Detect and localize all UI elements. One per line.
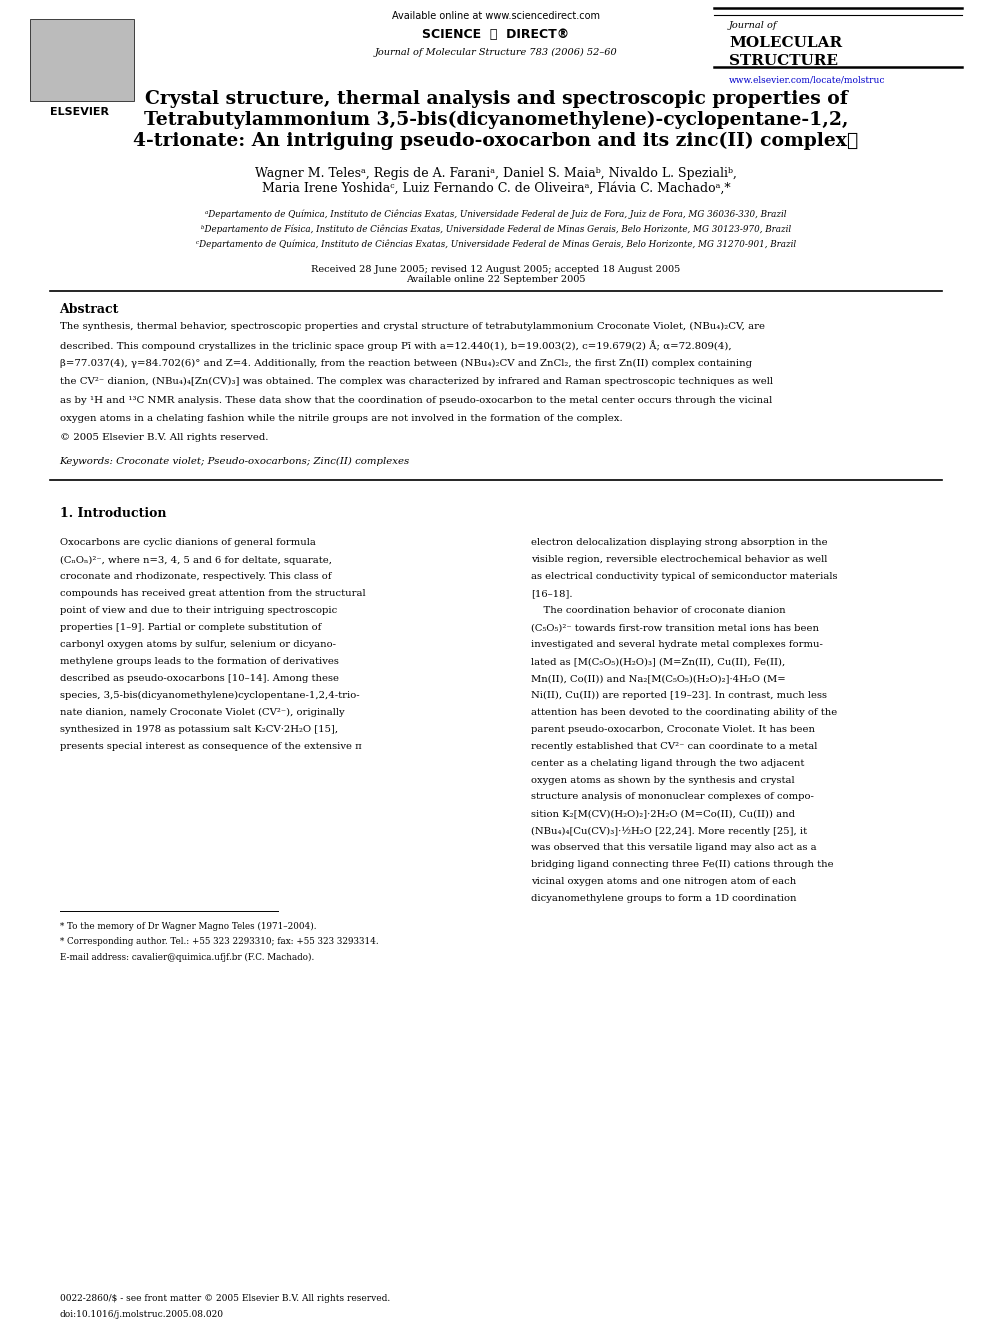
Text: species, 3,5-bis(dicyanomethylene)cyclopentane-1,2,4-trio-: species, 3,5-bis(dicyanomethylene)cyclop… [60,691,359,700]
Text: described. This compound crystallizes in the triclinic space group Pī with a=12.: described. This compound crystallizes in… [60,340,731,351]
Text: [16–18].: [16–18]. [531,589,572,598]
Text: (C₅O₅)²⁻ towards first-row transition metal ions has been: (C₅O₅)²⁻ towards first-row transition me… [531,623,818,632]
Text: ᵃDepartamento de Química, Instituto de Ciências Exatas, Universidade Federal de : ᵃDepartamento de Química, Instituto de C… [205,209,787,218]
Text: ᶜDepartamento de Química, Instituto de Ciências Exatas, Universidade Federal de : ᶜDepartamento de Química, Instituto de C… [196,239,796,249]
Text: (NBu₄)₄[Cu(CV)₃]·½H₂O [22,24]. More recently [25], it: (NBu₄)₄[Cu(CV)₃]·½H₂O [22,24]. More rece… [531,827,806,836]
Text: Wagner M. Telesᵃ, Regis de A. Faraniᵃ, Daniel S. Maiaᵇ, Nivaldo L. Spezialiᵇ,
Ma: Wagner M. Telesᵃ, Regis de A. Faraniᵃ, D… [255,167,737,194]
Text: nate dianion, namely Croconate Violet (CV²⁻), originally: nate dianion, namely Croconate Violet (C… [60,708,344,717]
Text: E-mail address: cavalier@quimica.ufjf.br (F.C. Machado).: E-mail address: cavalier@quimica.ufjf.br… [60,954,313,962]
Text: * To the memory of Dr Wagner Magno Teles (1971–2004).: * To the memory of Dr Wagner Magno Teles… [60,922,316,930]
Text: (CₙOₙ)²⁻, where n=3, 4, 5 and 6 for deltate, squarate,: (CₙOₙ)²⁻, where n=3, 4, 5 and 6 for delt… [60,556,331,565]
Text: parent pseudo-oxocarbon, Croconate Violet. It has been: parent pseudo-oxocarbon, Croconate Viole… [531,725,814,734]
Text: electron delocalization displaying strong absorption in the: electron delocalization displaying stron… [531,538,827,548]
Text: as by ¹H and ¹³C NMR analysis. These data show that the coordination of pseudo-o: as by ¹H and ¹³C NMR analysis. These dat… [60,396,772,405]
Text: attention has been devoted to the coordinating ability of the: attention has been devoted to the coordi… [531,708,837,717]
Text: 1. Introduction: 1. Introduction [60,507,166,520]
Text: presents special interest as consequence of the extensive π: presents special interest as consequence… [60,742,361,750]
Text: doi:10.1016/j.molstruc.2005.08.020: doi:10.1016/j.molstruc.2005.08.020 [60,1310,223,1319]
Text: oxygen atoms as shown by the synthesis and crystal: oxygen atoms as shown by the synthesis a… [531,775,795,785]
Text: dicyanomethylene groups to form a 1D coordination: dicyanomethylene groups to form a 1D coo… [531,894,797,904]
Text: Crystal structure, thermal analysis and spectroscopic properties of
Tetrabutylam: Crystal structure, thermal analysis and … [133,90,859,151]
Text: sition K₂[M(CV)(H₂O)₂]·2H₂O (M=Co(II), Cu(II)) and: sition K₂[M(CV)(H₂O)₂]·2H₂O (M=Co(II), C… [531,810,795,819]
Text: β=77.037(4), γ=84.702(6)° and Z=4. Additionally, from the reaction between (NBu₄: β=77.037(4), γ=84.702(6)° and Z=4. Addit… [60,359,752,368]
Text: recently established that CV²⁻ can coordinate to a metal: recently established that CV²⁻ can coord… [531,742,817,750]
Text: carbonyl oxygen atoms by sulfur, selenium or dicyano-: carbonyl oxygen atoms by sulfur, seleniu… [60,640,335,650]
Text: the CV²⁻ dianion, (NBu₄)₄[Zn(CV)₃] was obtained. The complex was characterized b: the CV²⁻ dianion, (NBu₄)₄[Zn(CV)₃] was o… [60,377,773,386]
Text: was observed that this versatile ligand may also act as a: was observed that this versatile ligand … [531,843,816,852]
Text: center as a chelating ligand through the two adjacent: center as a chelating ligand through the… [531,758,805,767]
Text: described as pseudo-oxocarbons [10–14]. Among these: described as pseudo-oxocarbons [10–14]. … [60,673,338,683]
Text: STRUCTURE: STRUCTURE [729,54,838,69]
Text: Keywords: Croconate violet; Pseudo-oxocarbons; Zinc(II) complexes: Keywords: Croconate violet; Pseudo-oxoca… [60,456,410,466]
Text: Ni(II), Cu(II)) are reported [19–23]. In contrast, much less: Ni(II), Cu(II)) are reported [19–23]. In… [531,691,826,700]
Text: investigated and several hydrate metal complexes formu-: investigated and several hydrate metal c… [531,640,822,650]
Text: oxygen atoms in a chelating fashion while the nitrile groups are not involved in: oxygen atoms in a chelating fashion whil… [60,414,622,423]
Text: visible region, reversible electrochemical behavior as well: visible region, reversible electrochemic… [531,556,827,565]
Text: www.elsevier.com/locate/molstruc: www.elsevier.com/locate/molstruc [729,75,886,85]
Text: lated as [M(C₅O₅)(H₂O)₃] (M=Zn(II), Cu(II), Fe(II),: lated as [M(C₅O₅)(H₂O)₃] (M=Zn(II), Cu(I… [531,658,785,665]
Text: MOLECULAR: MOLECULAR [729,36,842,50]
Text: croconate and rhodizonate, respectively. This class of: croconate and rhodizonate, respectively.… [60,573,331,581]
Text: point of view and due to their intriguing spectroscopic: point of view and due to their intriguin… [60,606,336,615]
Text: © 2005 Elsevier B.V. All rights reserved.: © 2005 Elsevier B.V. All rights reserved… [60,433,268,442]
Text: Available online at www.sciencedirect.com: Available online at www.sciencedirect.co… [392,11,600,21]
Text: as electrical conductivity typical of semiconductor materials: as electrical conductivity typical of se… [531,573,837,581]
Text: Journal of: Journal of [729,21,778,30]
Text: Journal of Molecular Structure 783 (2006) 52–60: Journal of Molecular Structure 783 (2006… [375,48,617,57]
Text: Mn(II), Co(II)) and Na₂[M(C₅O₅)(H₂O)₂]·4H₂O (M=: Mn(II), Co(II)) and Na₂[M(C₅O₅)(H₂O)₂]·4… [531,673,786,683]
Text: Abstract: Abstract [60,303,119,316]
Text: methylene groups leads to the formation of derivatives: methylene groups leads to the formation … [60,658,338,665]
Bar [30,19,134,101]
Text: ᵇDepartamento de Física, Instituto de Ciências Exatas, Universidade Federal de M: ᵇDepartamento de Física, Instituto de Ci… [201,224,791,234]
Text: structure analysis of mononuclear complexes of compo-: structure analysis of mononuclear comple… [531,792,813,802]
Text: The coordination behavior of croconate dianion: The coordination behavior of croconate d… [531,606,786,615]
Text: bridging ligand connecting three Fe(II) cations through the: bridging ligand connecting three Fe(II) … [531,860,833,869]
Text: Oxocarbons are cyclic dianions of general formula: Oxocarbons are cyclic dianions of genera… [60,538,315,548]
Text: * Corresponding author. Tel.: +55 323 2293310; fax: +55 323 3293314.: * Corresponding author. Tel.: +55 323 22… [60,938,378,946]
Text: properties [1–9]. Partial or complete substitution of: properties [1–9]. Partial or complete su… [60,623,320,632]
Text: vicinal oxygen atoms and one nitrogen atom of each: vicinal oxygen atoms and one nitrogen at… [531,877,796,886]
Text: synthesized in 1978 as potassium salt K₂CV·2H₂O [15],: synthesized in 1978 as potassium salt K₂… [60,725,337,734]
Text: The synthesis, thermal behavior, spectroscopic properties and crystal structure : The synthesis, thermal behavior, spectro… [60,321,765,331]
Text: compounds has received great attention from the structural: compounds has received great attention f… [60,589,365,598]
Text: 0022-2860/$ - see front matter © 2005 Elsevier B.V. All rights reserved.: 0022-2860/$ - see front matter © 2005 El… [60,1294,390,1303]
Text: Received 28 June 2005; revised 12 August 2005; accepted 18 August 2005
Available: Received 28 June 2005; revised 12 August… [311,265,681,284]
Text: ELSEVIER: ELSEVIER [50,107,108,118]
Text: SCIENCE  ⓓ  DIRECT®: SCIENCE ⓓ DIRECT® [423,28,569,41]
